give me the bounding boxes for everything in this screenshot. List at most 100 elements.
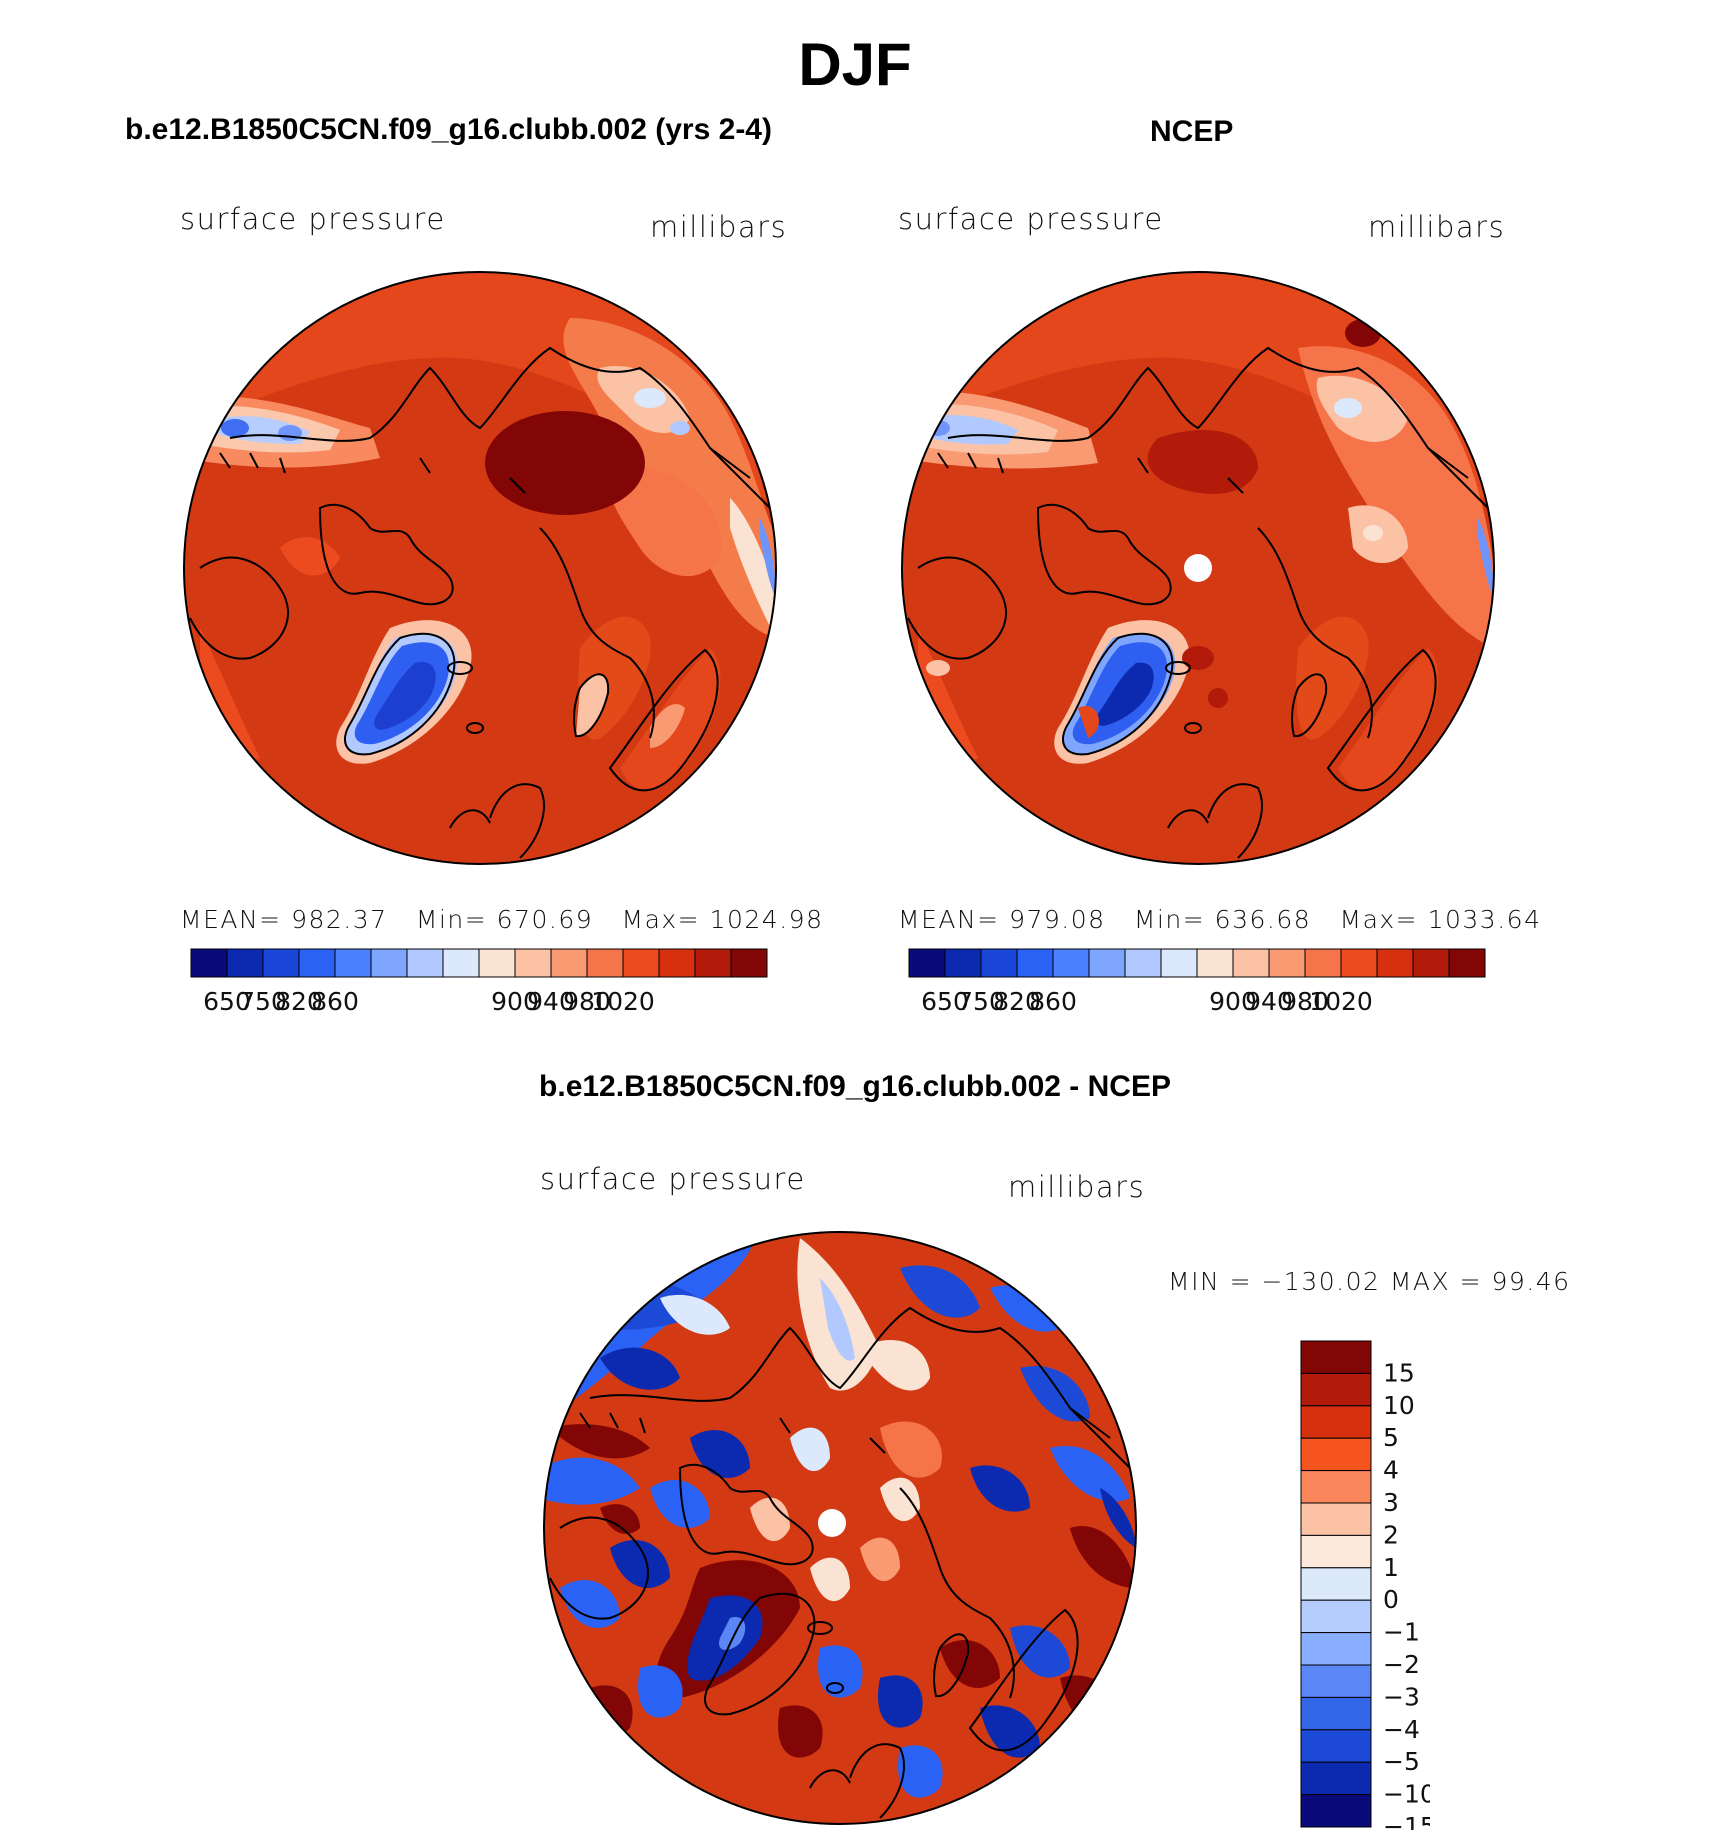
diff-colorbar-tick-label: 1	[1383, 1553, 1399, 1582]
left-mean-value: 982.37	[291, 905, 388, 934]
right-colorbar-swatch	[908, 948, 946, 978]
left-colorbar-swatch	[478, 948, 516, 978]
diff-map	[543, 1231, 1137, 1825]
right-max-label: Max=	[1339, 905, 1419, 934]
left-stats: MEAN= 982.37 Min= 670.69 Max= 1024.98	[180, 905, 823, 934]
right-mean-label: MEAN=	[898, 905, 1000, 934]
right-panel-title: NCEP	[1150, 115, 1234, 148]
left-panel-title: b.e12.B1850C5CN.f09_g16.clubb.002 (yrs 2…	[125, 113, 772, 146]
left-colorbar-swatch	[370, 948, 408, 978]
right-colorbar-tick-label: 820	[993, 987, 1041, 1016]
right-colorbar-tick-label: 750	[957, 987, 1005, 1016]
right-colorbar-swatch	[1448, 948, 1486, 978]
diff-minmax-text: MIN = −130.02 MAX = 99.46	[1168, 1267, 1571, 1296]
right-max-value: 1033.64	[1427, 905, 1542, 934]
right-variable-label: surface pressure	[898, 202, 1164, 236]
diff-colorbar-tick-label: −5	[1383, 1747, 1420, 1776]
left-colorbar-swatch	[190, 948, 228, 978]
left-colorbar-tick-label: 980	[563, 987, 611, 1016]
right-colorbar-tick-label: 980	[1281, 987, 1329, 1016]
left-mean-label: MEAN=	[180, 905, 282, 934]
diff-colorbar-tick-label: 5	[1383, 1423, 1399, 1452]
left-colorbar-swatch	[298, 948, 336, 978]
right-colorbar-swatch	[1088, 948, 1126, 978]
right-colorbar-swatch	[944, 948, 982, 978]
left-max-label: Max=	[621, 905, 701, 934]
right-colorbar-tick-label: 940	[1245, 987, 1293, 1016]
diff-colorbar-swatch	[1300, 1632, 1372, 1666]
left-colorbar-swatch	[226, 948, 264, 978]
diff-colorbar-swatch	[1300, 1534, 1372, 1569]
left-colorbar-tick-label: 940	[527, 987, 575, 1016]
left-colorbar-swatch	[550, 948, 588, 978]
diff-colorbar-swatch	[1300, 1340, 1372, 1374]
left-colorbar-swatch	[262, 948, 300, 978]
diff-colorbar-swatch	[1300, 1599, 1372, 1634]
diff-units-label: millibars	[1008, 1170, 1146, 1204]
diff-variable-label: surface pressure	[540, 1162, 806, 1196]
left-colorbar-swatch	[442, 948, 480, 978]
right-colorbar-swatch	[1016, 948, 1054, 978]
left-colorbar-swatch	[694, 948, 732, 978]
diff-colorbar-tick-label: −4	[1383, 1715, 1420, 1744]
right-min-label: Min=	[1133, 905, 1206, 934]
right-stats: MEAN= 979.08 Min= 636.68 Max= 1033.64	[898, 905, 1541, 934]
left-min-label: Min=	[415, 905, 488, 934]
diff-colorbar-swatch	[1300, 1761, 1372, 1796]
right-colorbar-swatch	[1124, 948, 1162, 978]
diff-colorbar-swatch	[1300, 1729, 1372, 1763]
left-colorbar-tick-label: 1020	[591, 987, 655, 1016]
diff-colorbar-tick-label: −2	[1383, 1650, 1420, 1679]
left-variable-label: surface pressure	[180, 202, 446, 236]
right-map	[901, 271, 1495, 865]
diff-colorbar-tick-label: −15	[1383, 1812, 1430, 1830]
diff-panel-title: b.e12.B1850C5CN.f09_g16.clubb.002 - NCEP	[539, 1070, 1171, 1103]
left-colorbar-swatch	[334, 948, 372, 978]
left-map	[183, 271, 777, 865]
right-colorbar-tick-label: 860	[1029, 987, 1077, 1016]
left-colorbar-swatch	[406, 948, 444, 978]
left-units-label: millibars	[650, 210, 788, 244]
diff-colorbar-tick-label: −3	[1383, 1682, 1420, 1711]
left-colorbar-tick-label: 650	[203, 987, 251, 1016]
right-colorbar-swatch	[1340, 948, 1378, 978]
diff-colorbar-tick-label: −1	[1383, 1618, 1420, 1647]
right-colorbar-swatch	[1052, 948, 1090, 978]
right-colorbar-swatch	[1160, 948, 1198, 978]
right-units-label: millibars	[1368, 210, 1506, 244]
right-colorbar-swatch	[1268, 948, 1306, 978]
right-colorbar-tick-label: 1020	[1309, 987, 1373, 1016]
diff-colorbar-tick-label: 3	[1383, 1488, 1399, 1517]
left-max-value: 1024.98	[709, 905, 824, 934]
right-colorbar-swatch	[1412, 948, 1450, 978]
diff-colorbar-swatch	[1300, 1567, 1372, 1601]
diff-colorbar-swatch	[1300, 1502, 1372, 1536]
diff-colorbar-swatch	[1300, 1437, 1372, 1472]
diff-colorbar-swatch	[1300, 1470, 1372, 1504]
diff-colorbar-swatch	[1300, 1794, 1372, 1828]
diff-colorbar-swatch	[1300, 1696, 1372, 1731]
right-colorbar-swatch	[1196, 948, 1234, 978]
left-colorbar-tick-label: 750	[239, 987, 287, 1016]
diff-colorbar-swatch	[1300, 1372, 1372, 1407]
right-colorbar-tick-label: 900	[1209, 987, 1257, 1016]
diff-colorbar-tick-label: 4	[1383, 1456, 1399, 1485]
right-colorbar-swatch	[1376, 948, 1414, 978]
diff-colorbar-tick-label: 2	[1383, 1520, 1399, 1549]
left-colorbar-swatch	[622, 948, 660, 978]
diff-colorbar-tick-label: 10	[1383, 1391, 1415, 1420]
diff-colorbar-tick-label: −10	[1383, 1780, 1430, 1809]
left-colorbar-swatch	[730, 948, 768, 978]
diff-colorbar-tick-label: 0	[1383, 1585, 1399, 1614]
left-colorbar-swatch	[658, 948, 696, 978]
left-min-value: 670.69	[496, 905, 594, 934]
left-colorbar-tick-label: 860	[311, 987, 359, 1016]
right-mean-value: 979.08	[1009, 905, 1106, 934]
figure-title: DJF	[798, 31, 912, 98]
right-colorbar-tick-label: 650	[921, 987, 969, 1016]
right-colorbar-swatch	[1304, 948, 1342, 978]
right-min-value: 636.68	[1214, 905, 1312, 934]
